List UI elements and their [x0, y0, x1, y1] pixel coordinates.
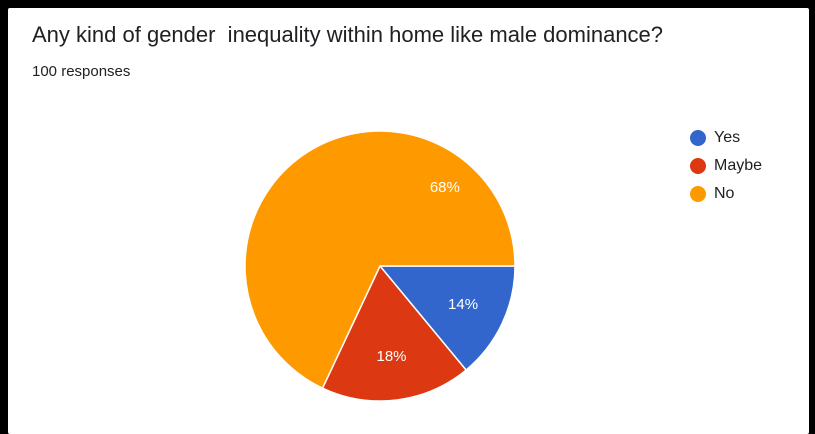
legend-item-yes: Yes: [690, 129, 740, 146]
response-count: 100 responses: [32, 63, 131, 80]
chart-card: Any kind of gender inequality within hom…: [8, 8, 809, 434]
legend-marker-no: [690, 186, 706, 202]
slice-label-yes: 14%: [448, 296, 478, 313]
legend-marker-yes: [690, 130, 706, 146]
slice-label-maybe: 18%: [376, 348, 406, 365]
pie-slice-yes: [378, 265, 516, 372]
chart-title: Any kind of gender inequality within hom…: [32, 22, 664, 47]
legend-marker-maybe: [690, 158, 706, 174]
legend-item-no: No: [690, 185, 735, 202]
pie-slice-no: [244, 130, 516, 390]
slice-label-no: 68%: [430, 179, 460, 196]
pie-chart: 14% 18% 68% Yes Maybe No: [244, 129, 762, 402]
pie-slice-maybe: [321, 264, 468, 402]
legend-label-maybe: Maybe: [714, 157, 762, 174]
legend-label-no: No: [714, 185, 735, 202]
legend-item-maybe: Maybe: [690, 157, 762, 174]
legend-label-yes: Yes: [714, 129, 740, 146]
